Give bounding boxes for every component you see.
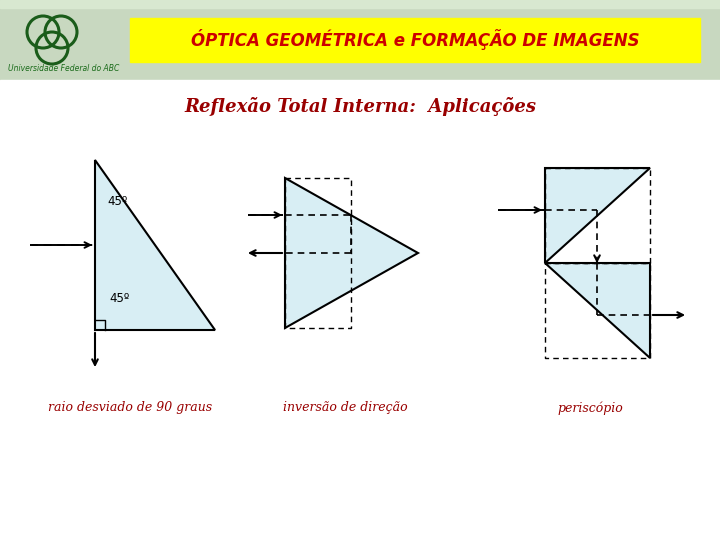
Text: 45º: 45º [109, 292, 130, 305]
Bar [0, 0, 720, 8]
Text: 45º: 45º [107, 195, 127, 208]
Text: ÓPTICA GEOMÉTRICA e FORMAÇÃO DE IMAGENS: ÓPTICA GEOMÉTRICA e FORMAÇÃO DE IMAGENS [191, 30, 639, 51]
Polygon shape [545, 263, 650, 358]
Polygon shape [285, 178, 418, 328]
Text: Reflexão Total Interna:  Aplicações: Reflexão Total Interna: Aplicações [184, 98, 536, 117]
Text: periscópio: periscópio [557, 401, 623, 415]
Polygon shape [545, 168, 650, 263]
Text: raio desviado de 90 graus: raio desviado de 90 graus [48, 402, 212, 415]
Bar [0, 80, 720, 540]
Bar [0, 0, 720, 80]
Text: inversão de direção: inversão de direção [283, 402, 408, 415]
Polygon shape [95, 160, 215, 330]
Text: Universidade Federal do ABC: Universidade Federal do ABC [8, 64, 120, 73]
Bar [130, 18, 700, 62]
